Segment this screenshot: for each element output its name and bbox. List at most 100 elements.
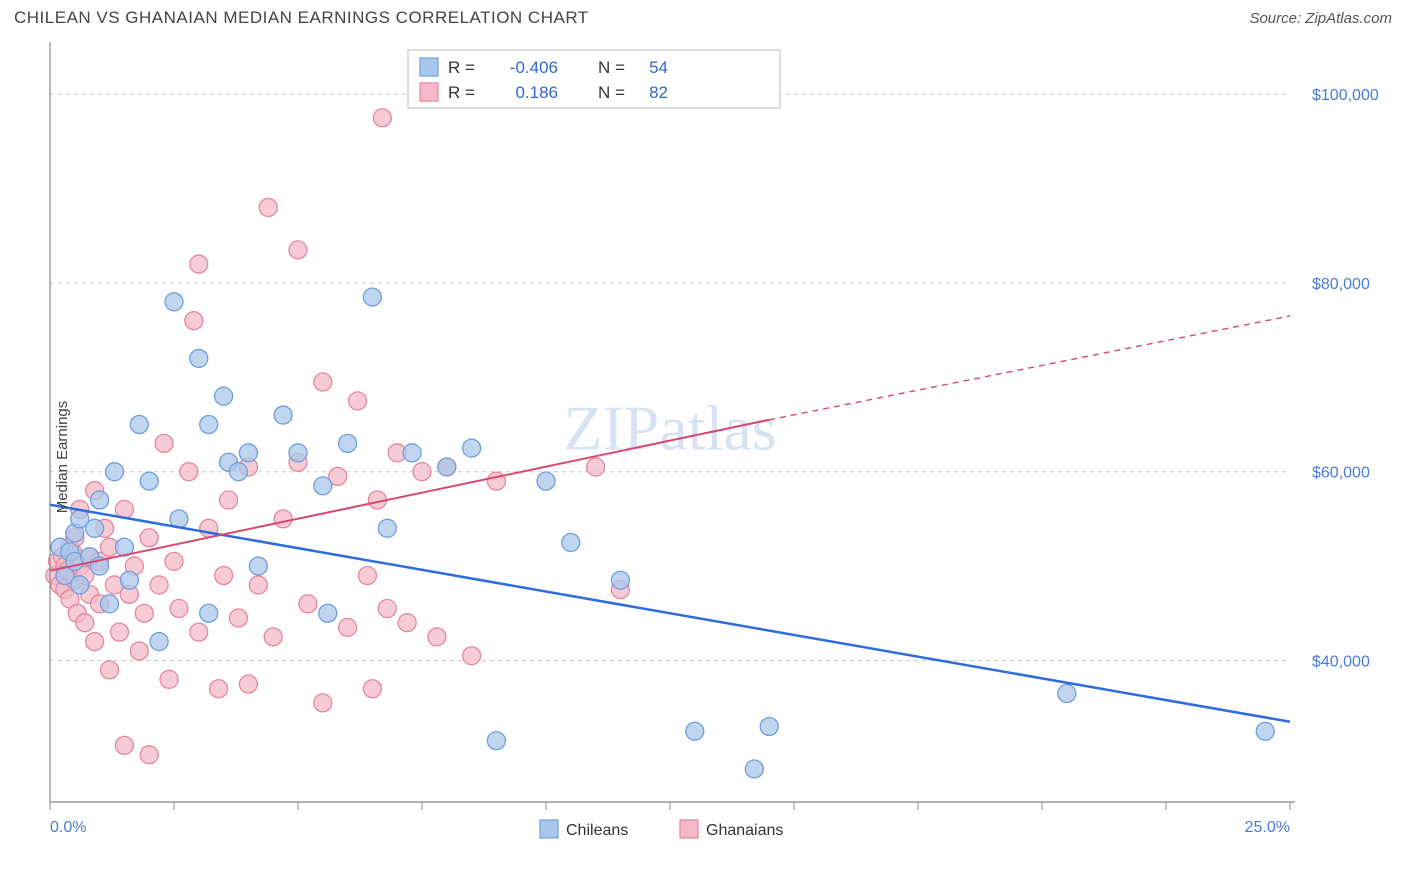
ghanaians-point [140,746,158,764]
chileans-point [562,533,580,551]
ghanaians-point [373,109,391,127]
chileans-point [190,349,208,367]
ghanaians-point [314,373,332,391]
ghanaians-point [180,463,198,481]
legend-swatch-chileans [420,58,438,76]
y-tick-label: $100,000 [1312,87,1379,104]
ghanaians-point [428,628,446,646]
ghanaians-point [215,567,233,585]
ghanaians-point [239,675,257,693]
watermark-text: ZIPatlas [563,393,776,464]
x-tick-label-right: 25.0% [1245,819,1290,836]
ghanaians-point [101,661,119,679]
ghanaians-point [398,614,416,632]
ghanaians-point [314,694,332,712]
chart-area: Median Earnings $40,000$60,000$80,000$10… [0,32,1406,882]
chileans-point [165,293,183,311]
ghanaians-point [378,600,396,618]
ghanaians-point [358,567,376,585]
legend-n-chileans: 54 [649,58,668,77]
ghanaians-point [299,595,317,613]
ghanaians-point [170,600,188,618]
ghanaians-point [339,618,357,636]
chileans-point [105,463,123,481]
chileans-point [101,595,119,613]
chileans-point [686,722,704,740]
chileans-point [537,472,555,490]
chileans-point [86,519,104,537]
chileans-point [229,463,247,481]
bottom-swatch-chileans [540,820,558,838]
ghanaians-point [130,642,148,660]
chileans-point [200,604,218,622]
ghanaians-point [165,552,183,570]
chileans-point [130,416,148,434]
chileans-point [487,732,505,750]
ghanaians-point [115,736,133,754]
chileans-point [120,571,138,589]
ghanaians-point [190,255,208,273]
chileans-point [611,571,629,589]
chileans-point [760,718,778,736]
y-tick-label: $60,000 [1312,465,1370,482]
ghanaians-point [274,510,292,528]
ghanaians-point [150,576,168,594]
legend-n-ghanaians: 82 [649,83,668,102]
ghanaians-trendline-extrapolated [769,316,1290,420]
ghanaians-point [220,491,238,509]
legend-r-label: R = [448,58,475,77]
chileans-point [91,491,109,509]
chart-title: CHILEAN VS GHANAIAN MEDIAN EARNINGS CORR… [14,8,589,28]
chileans-point [274,406,292,424]
chart-header: CHILEAN VS GHANAIAN MEDIAN EARNINGS CORR… [0,0,1406,32]
chileans-point [200,416,218,434]
y-axis-label: Median Earnings [54,401,71,514]
scatter-chart: $40,000$60,000$80,000$100,000ZIPatlas0.0… [0,32,1406,882]
chileans-point [378,519,396,537]
ghanaians-point [363,680,381,698]
ghanaians-point [587,458,605,476]
ghanaians-point [155,434,173,452]
ghanaians-point [110,623,128,641]
ghanaians-point [289,241,307,259]
ghanaians-point [249,576,267,594]
legend-n-label2: N = [598,83,625,102]
ghanaians-point [160,670,178,688]
x-tick-label-left: 0.0% [50,819,86,836]
ghanaians-point [259,198,277,216]
ghanaians-point [349,392,367,410]
legend-r-label2: R = [448,83,475,102]
ghanaians-point [210,680,228,698]
ghanaians-point [463,647,481,665]
chileans-point [363,288,381,306]
ghanaians-point [264,628,282,646]
chileans-point [289,444,307,462]
ghanaians-point [190,623,208,641]
ghanaians-point [185,312,203,330]
chileans-point [249,557,267,575]
y-tick-label: $80,000 [1312,276,1370,293]
legend-r-chileans: -0.406 [510,58,558,77]
chileans-point [463,439,481,457]
chileans-point [314,477,332,495]
ghanaians-point [413,463,431,481]
chileans-point [1058,684,1076,702]
chileans-point [339,434,357,452]
chileans-point [150,633,168,651]
legend-swatch-ghanaians [420,83,438,101]
chileans-point [239,444,257,462]
chileans-point [319,604,337,622]
ghanaians-point [140,529,158,547]
chileans-point [215,387,233,405]
ghanaians-point [76,614,94,632]
ghanaians-point [135,604,153,622]
chart-source: Source: ZipAtlas.com [1249,10,1392,27]
ghanaians-point [86,633,104,651]
chileans-point [140,472,158,490]
ghanaians-point [229,609,247,627]
chileans-point [1256,722,1274,740]
chileans-point [71,576,89,594]
bottom-label-chileans: Chileans [566,822,628,839]
bottom-swatch-ghanaians [680,820,698,838]
legend-n-label: N = [598,58,625,77]
